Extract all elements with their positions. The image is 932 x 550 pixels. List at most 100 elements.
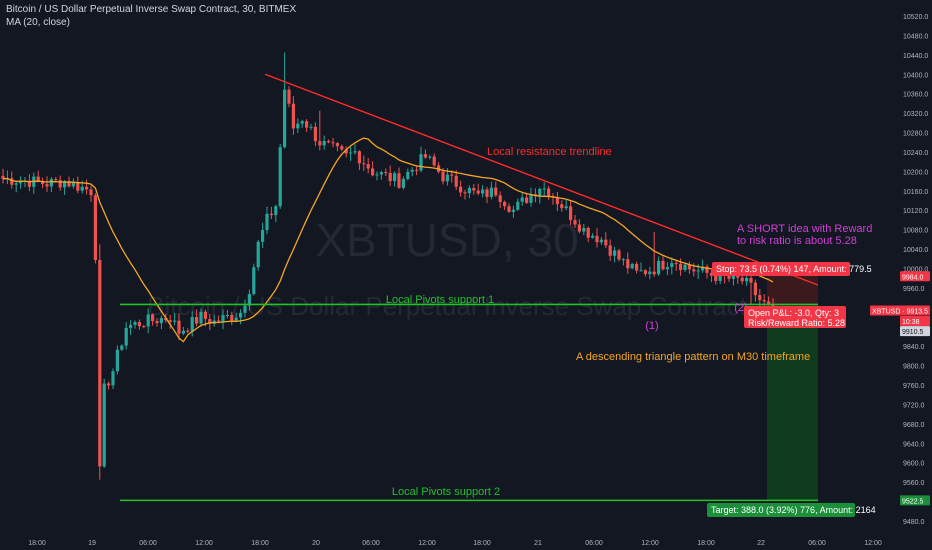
svg-text:Risk/Reward Ratio: 5.28: Risk/Reward Ratio: 5.28 <box>748 318 845 328</box>
candle <box>107 381 111 390</box>
candle <box>472 184 476 195</box>
time-tick-label: 12:00 <box>641 540 659 547</box>
candle <box>569 199 573 225</box>
candle <box>679 258 683 276</box>
candle <box>538 187 542 204</box>
candle <box>648 266 652 280</box>
resistance-label: Local resistance trendline <box>487 146 612 158</box>
chart-title: Bitcoin / US Dollar Perpetual Inverse Sw… <box>6 4 297 15</box>
time-axis[interactable]: 18:00 19 06:00 12:00 18:00 20 06:00 12:00 18:00 2… <box>28 540 882 547</box>
candle <box>269 206 273 220</box>
time-tick-label: 18:00 <box>697 540 715 547</box>
candle <box>199 308 203 327</box>
candle <box>547 186 551 200</box>
candle <box>670 257 674 275</box>
candle <box>498 191 502 209</box>
candle <box>635 261 639 274</box>
candle <box>428 154 432 160</box>
price-tick-label: 10160.0 <box>903 189 928 196</box>
candle <box>375 171 379 181</box>
candle <box>335 142 339 152</box>
price-tick-label: 9760.0 <box>903 383 925 390</box>
candle <box>617 248 621 262</box>
candle <box>529 187 533 207</box>
candle <box>252 263 256 296</box>
candle <box>261 222 265 248</box>
svg-text:XBTUSD · 9913.5: XBTUSD · 9913.5 <box>872 309 928 316</box>
price-tick-label: 10400.0 <box>903 72 928 79</box>
candle <box>511 205 515 218</box>
candle <box>357 150 361 170</box>
svg-text:Target: 388.0 (3.92%) 776, Amo: Target: 388.0 (3.92%) 776, Amount: 2164 <box>711 505 876 515</box>
candle <box>753 279 757 302</box>
drawings[interactable] <box>120 73 819 502</box>
candle <box>234 312 238 323</box>
candle <box>507 203 511 213</box>
price-tick-label: 9480.0 <box>903 519 925 526</box>
resistance-trendline[interactable] <box>264 73 819 286</box>
time-tick-label: 06:00 <box>362 540 380 547</box>
candle <box>727 275 731 282</box>
candle <box>630 262 634 270</box>
candle <box>608 239 612 262</box>
candle <box>595 228 599 248</box>
watermark-symbol: XBTUSD, 30 <box>315 214 578 266</box>
candle <box>230 311 234 326</box>
candle <box>173 313 177 326</box>
candle <box>516 198 520 211</box>
price-tick-label: 9960.0 <box>903 286 925 293</box>
candle <box>362 155 366 171</box>
time-tick-label: 22 <box>757 540 765 547</box>
candle <box>71 178 75 189</box>
time-tick-label: 18:00 <box>28 540 46 547</box>
price-tick-label: 10080.0 <box>903 228 928 235</box>
annotation-labels: Local resistance trendline Local Pivots s… <box>386 146 876 517</box>
candle <box>129 320 133 335</box>
candle <box>555 191 559 212</box>
stop-label-box[interactable]: Stop: 73.5 (0.74%) 147, Amount: 779.5 <box>712 262 872 276</box>
candle <box>27 174 31 192</box>
time-tick-label: 20 <box>312 540 320 547</box>
candle <box>146 308 150 334</box>
candle <box>701 259 705 273</box>
support-2-label: Local Pivots support 2 <box>392 486 500 498</box>
position-zones <box>767 274 818 501</box>
price-tick-label: 9600.0 <box>903 461 925 468</box>
candle <box>410 167 414 177</box>
candle <box>85 179 89 195</box>
candle <box>19 176 23 189</box>
candle <box>168 314 172 329</box>
pivot-label-1: (1) <box>645 320 658 332</box>
time-tick-label: 19 <box>88 540 96 547</box>
candle <box>419 146 423 173</box>
candle <box>89 185 93 202</box>
time-tick-label: 21 <box>534 540 542 547</box>
candle <box>14 181 18 193</box>
target-label-box[interactable]: Target: 388.0 (3.92%) 776, Amount: 2164 <box>707 503 876 517</box>
price-axis[interactable]: 9480.09520.09560.09600.09640.09680.09720… <box>870 0 932 550</box>
candle <box>159 315 163 330</box>
candle <box>740 275 744 285</box>
candle <box>371 161 375 177</box>
candle <box>577 219 581 234</box>
candle <box>300 119 304 128</box>
price-tick-label: 10480.0 <box>903 33 928 40</box>
candle <box>309 123 313 131</box>
time-tick-label: 18:00 <box>251 540 269 547</box>
candle <box>503 200 507 210</box>
candle <box>177 313 181 341</box>
candle <box>353 144 357 155</box>
candle <box>379 170 383 180</box>
candle <box>643 269 647 277</box>
price-tag: 9984.0 <box>900 271 930 282</box>
candle <box>705 264 709 279</box>
candle <box>621 258 625 266</box>
short-idea-annotation: A SHORT idea with Reward <box>737 223 872 235</box>
candle <box>344 146 348 158</box>
candle <box>467 185 471 199</box>
candle <box>287 86 291 107</box>
candle <box>195 309 199 327</box>
price-tick-label: 10240.0 <box>903 150 928 157</box>
